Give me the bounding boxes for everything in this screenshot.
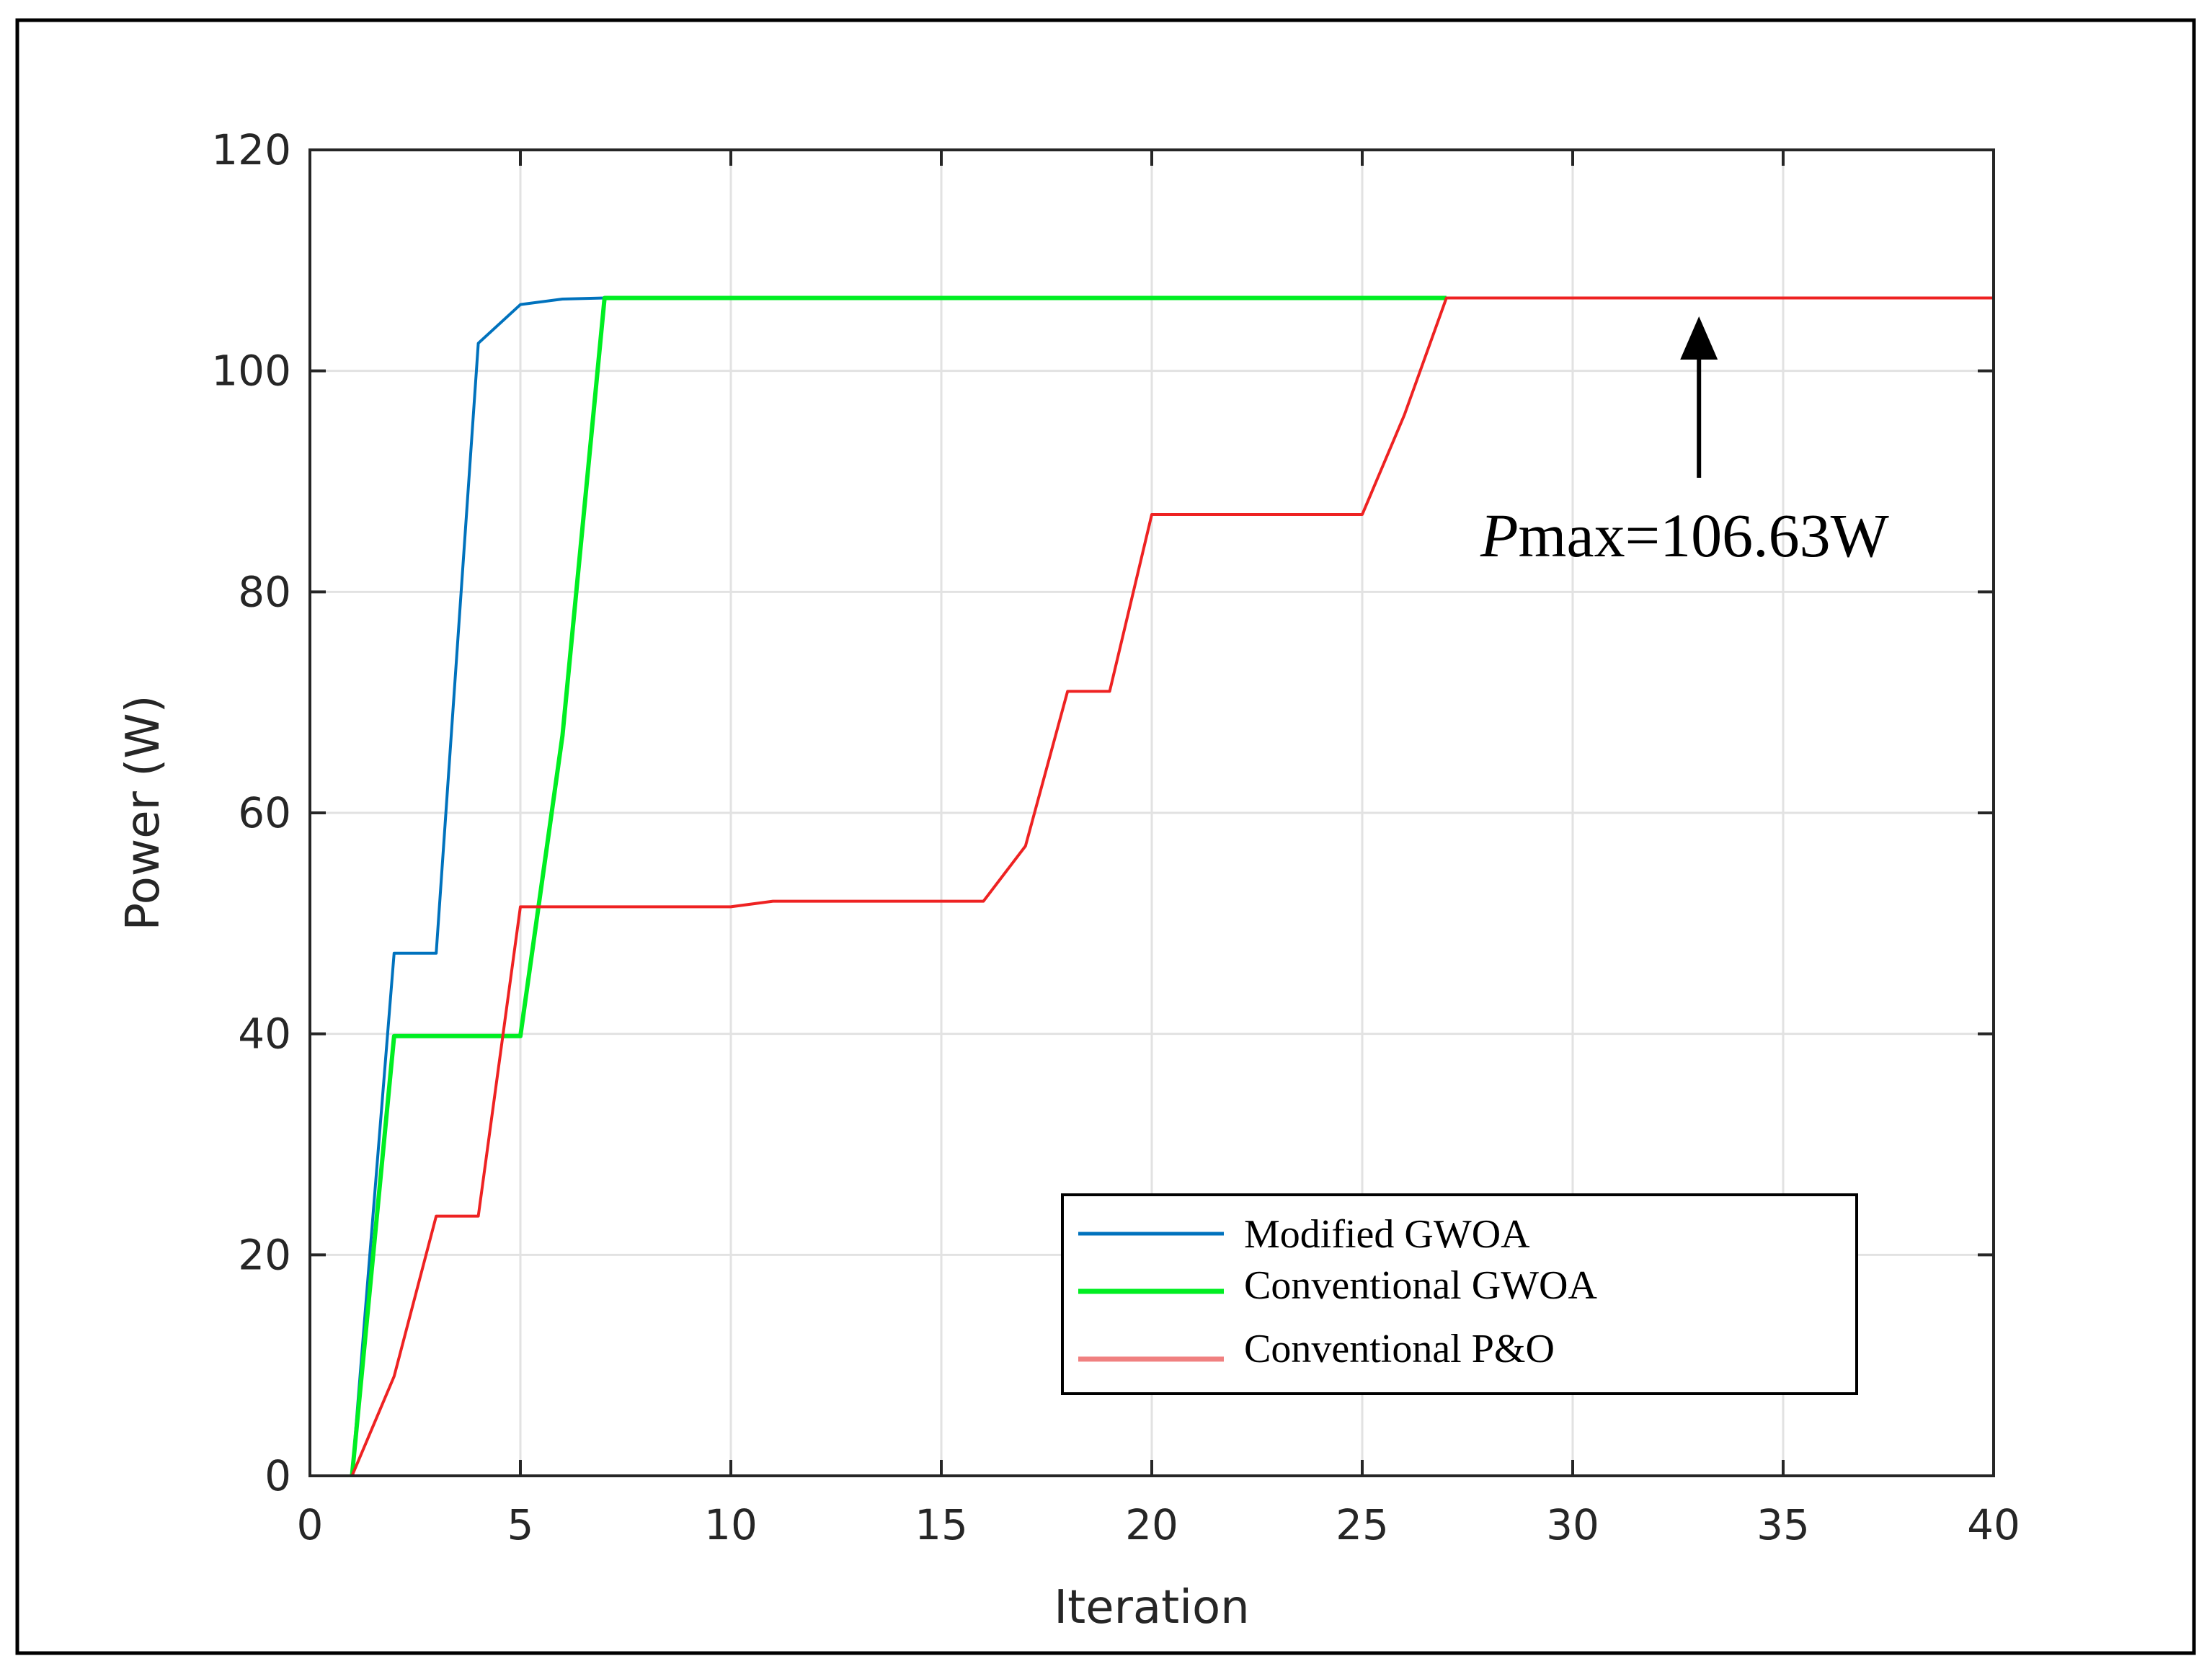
annotation-label-rest: max=106.63W (1519, 501, 1889, 570)
y-tick-label: 0 (265, 1451, 291, 1500)
y-tick-label: 120 (211, 125, 291, 174)
series-lines (350, 295, 1994, 1477)
x-axis-label: Iteration (1054, 1581, 1249, 1634)
x-tick-label: 20 (1125, 1500, 1178, 1549)
x-tick-label: 40 (1967, 1500, 2020, 1549)
x-tick-label: 30 (1546, 1500, 1599, 1549)
x-tick-label: 35 (1756, 1500, 1810, 1549)
x-tick-label: 25 (1336, 1500, 1389, 1549)
x-tick-label: 5 (507, 1500, 534, 1549)
axis-ticks: 0 5 10 15 20 25 30 35 40 0 20 40 60 80 100 120 (211, 125, 2020, 1549)
y-tick-label: 40 (238, 1010, 291, 1059)
annotation-label: Pmax=106.63W (1480, 501, 1889, 570)
y-tick-label: 80 (238, 567, 291, 616)
y-axis-label: Power (W) (117, 695, 170, 930)
annotation-label-italic: P (1480, 501, 1519, 570)
legend-label-modified-gwoa: Modified GWOA (1244, 1212, 1530, 1257)
series-line-conventional-gwoa (350, 295, 1447, 1477)
y-tick-label: 60 (238, 788, 291, 837)
legend-label-conventional-po: Conventional P&O (1244, 1327, 1555, 1371)
x-tick-label: 10 (704, 1500, 758, 1549)
legend: Modified GWOA Conventional GWOA Conventi… (1061, 1193, 1858, 1395)
legend-label-conventional-gwoa: Conventional GWOA (1244, 1263, 1597, 1308)
y-tick-label: 100 (211, 347, 291, 396)
annotation-arrow-head (1680, 316, 1718, 360)
y-tick-label: 20 (238, 1230, 291, 1279)
x-tick-label: 15 (915, 1500, 968, 1549)
x-tick-label: 0 (297, 1500, 324, 1549)
series-line-conventional-p-o (350, 296, 1994, 1477)
pmax-annotation: Pmax=106.63W (1480, 316, 1889, 570)
